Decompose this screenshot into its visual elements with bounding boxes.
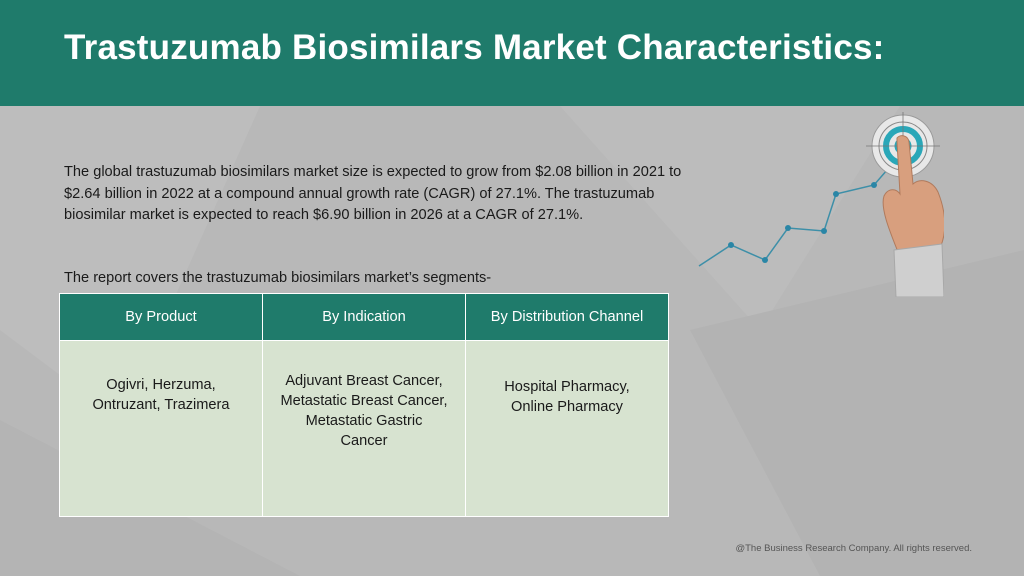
table-header-row: By Product By Indication By Distribution… [59,293,669,341]
header-by-indication: By Indication [262,293,466,341]
copyright-footer: @The Business Research Company. All righ… [735,543,972,554]
indication-line-2: Metastatic Breast Cancer, [280,393,448,409]
indication-line-1: Adjuvant Breast Cancer, [285,373,443,389]
distribution-line-1: Hospital Pharmacy, [504,379,630,395]
indication-cell: Adjuvant Breast Cancer, Metastatic Breas… [262,340,466,517]
header-by-product: By Product [59,293,263,341]
page-title: Trastuzumab Biosimilars Market Character… [64,28,885,67]
distribution-line-2: Online Pharmacy [511,399,623,415]
product-line-2: Ontruzant, Trazimera [92,397,230,413]
market-size-paragraph: The global trastuzumab biosimilars marke… [64,164,682,223]
segments-table: By Product By Indication By Distribution… [59,293,669,517]
header-by-distribution-channel: By Distribution Channel [465,293,669,341]
indication-line-4: Cancer [340,433,388,449]
product-cell: Ogivri, Herzuma, Ontruzant, Trazimera [59,340,263,517]
table-row: Ogivri, Herzuma, Ontruzant, Trazimera Ad… [59,340,669,517]
indication-line-3: Metastatic Gastric [305,413,423,429]
segments-intro-paragraph: The report covers the trastuzumab biosim… [64,270,492,286]
header-bar: Trastuzumab Biosimilars Market Character… [0,0,1024,106]
distribution-cell: Hospital Pharmacy, Online Pharmacy [465,340,669,517]
growth-chart-target-hand-icon [698,112,944,297]
product-line-1: Ogivri, Herzuma, [106,377,216,393]
pointing-hand-icon [882,135,944,297]
